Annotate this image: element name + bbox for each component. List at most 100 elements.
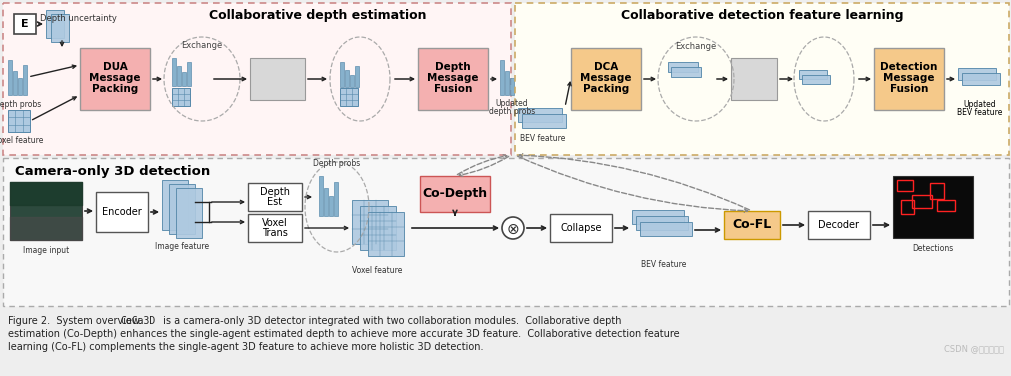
Circle shape [501,217,524,239]
FancyBboxPatch shape [10,182,82,240]
FancyBboxPatch shape [807,211,869,239]
FancyBboxPatch shape [892,176,972,238]
Text: Camera-only 3D detection: Camera-only 3D detection [15,165,210,177]
Bar [177,67,181,86]
FancyBboxPatch shape [3,3,511,155]
Bar [929,183,943,199]
FancyBboxPatch shape [45,10,64,38]
FancyBboxPatch shape [340,88,358,106]
Bar [900,200,913,214]
FancyBboxPatch shape [352,200,387,244]
Text: Figure 2.  System overview.: Figure 2. System overview. [8,316,149,326]
Text: BEV feature: BEV feature [520,134,565,143]
Bar [182,72,186,86]
FancyBboxPatch shape [250,58,304,100]
Text: Depth: Depth [260,187,290,197]
Text: CoCa3D: CoCa3D [120,316,155,326]
FancyBboxPatch shape [248,183,301,211]
FancyBboxPatch shape [522,114,565,128]
Bar [510,77,514,95]
Bar [18,77,22,95]
FancyBboxPatch shape [3,158,1008,306]
Bar [345,70,349,87]
Text: E: E [21,19,28,29]
FancyBboxPatch shape [518,108,561,122]
FancyBboxPatch shape [51,14,69,42]
Text: BEV feature: BEV feature [956,108,1002,117]
FancyBboxPatch shape [176,188,202,238]
Bar [8,60,12,95]
Text: Voxel feature: Voxel feature [0,136,43,145]
Text: Message: Message [427,73,478,83]
Bar [172,58,176,86]
FancyBboxPatch shape [8,110,30,132]
Bar [515,65,519,95]
Text: Packing: Packing [582,84,629,94]
FancyBboxPatch shape [874,48,943,110]
Bar [13,71,17,95]
Text: Co-Depth: Co-Depth [422,188,487,200]
FancyBboxPatch shape [162,180,188,230]
FancyBboxPatch shape [801,75,829,84]
FancyBboxPatch shape [96,192,148,232]
Text: DUA: DUA [102,62,127,72]
Bar [936,200,954,211]
FancyBboxPatch shape [515,3,1008,155]
Bar [896,180,912,191]
Text: Depth probs: Depth probs [313,159,360,168]
FancyBboxPatch shape [418,48,487,110]
FancyBboxPatch shape [667,62,698,72]
FancyBboxPatch shape [169,184,195,234]
Text: Trans: Trans [262,228,288,238]
FancyBboxPatch shape [368,212,403,256]
Text: Depth probs: Depth probs [0,100,41,109]
Text: Updated: Updated [962,100,995,109]
Text: Fusion: Fusion [889,84,927,94]
Bar [318,176,323,216]
FancyBboxPatch shape [730,58,776,100]
Text: Exchange: Exchange [181,41,222,50]
Bar [329,196,333,216]
FancyBboxPatch shape [639,222,692,236]
Bar [504,71,509,95]
FancyBboxPatch shape [670,67,701,77]
Text: Collaborative depth estimation: Collaborative depth estimation [209,9,427,23]
Text: ⊗: ⊗ [507,221,519,237]
Bar [350,74,354,87]
Text: Message: Message [579,73,631,83]
Text: Fusion: Fusion [434,84,472,94]
Bar [23,65,27,95]
FancyBboxPatch shape [799,70,826,79]
FancyBboxPatch shape [248,214,301,242]
Text: CSDN @我叫两万块: CSDN @我叫两万块 [943,344,1003,353]
Text: is a camera-only 3D detector integrated with two collaboration modules.  Collabo: is a camera-only 3D detector integrated … [160,316,621,326]
Text: Encoder: Encoder [102,207,142,217]
FancyBboxPatch shape [957,68,995,80]
Text: Image input: Image input [23,246,69,255]
Text: depth probs: depth probs [488,107,535,116]
Bar [499,60,503,95]
Text: Decoder: Decoder [818,220,858,230]
Bar [187,62,191,86]
Text: Voxel: Voxel [262,218,287,228]
Text: Updated: Updated [495,99,528,108]
Text: Exchange: Exchange [674,42,716,51]
Text: Message: Message [89,73,141,83]
Text: learning (Co-FL) complements the single-agent 3D feature to achieve more holisti: learning (Co-FL) complements the single-… [8,342,483,352]
Text: Collaborative detection feature learning: Collaborative detection feature learning [620,9,903,23]
FancyBboxPatch shape [632,210,683,224]
Text: Depth: Depth [435,62,470,72]
FancyBboxPatch shape [723,211,779,239]
Text: Detections: Detections [912,244,952,253]
FancyBboxPatch shape [80,48,150,110]
Text: Detection: Detection [880,62,937,72]
Text: Packing: Packing [92,84,137,94]
Text: Est: Est [267,197,282,207]
FancyBboxPatch shape [961,73,999,85]
Bar [334,182,338,216]
Text: DCA: DCA [593,62,618,72]
Text: Image feature: Image feature [155,242,209,251]
Text: Depth uncertainty: Depth uncertainty [40,14,116,23]
Text: Collapse: Collapse [560,223,602,233]
FancyBboxPatch shape [635,216,687,230]
